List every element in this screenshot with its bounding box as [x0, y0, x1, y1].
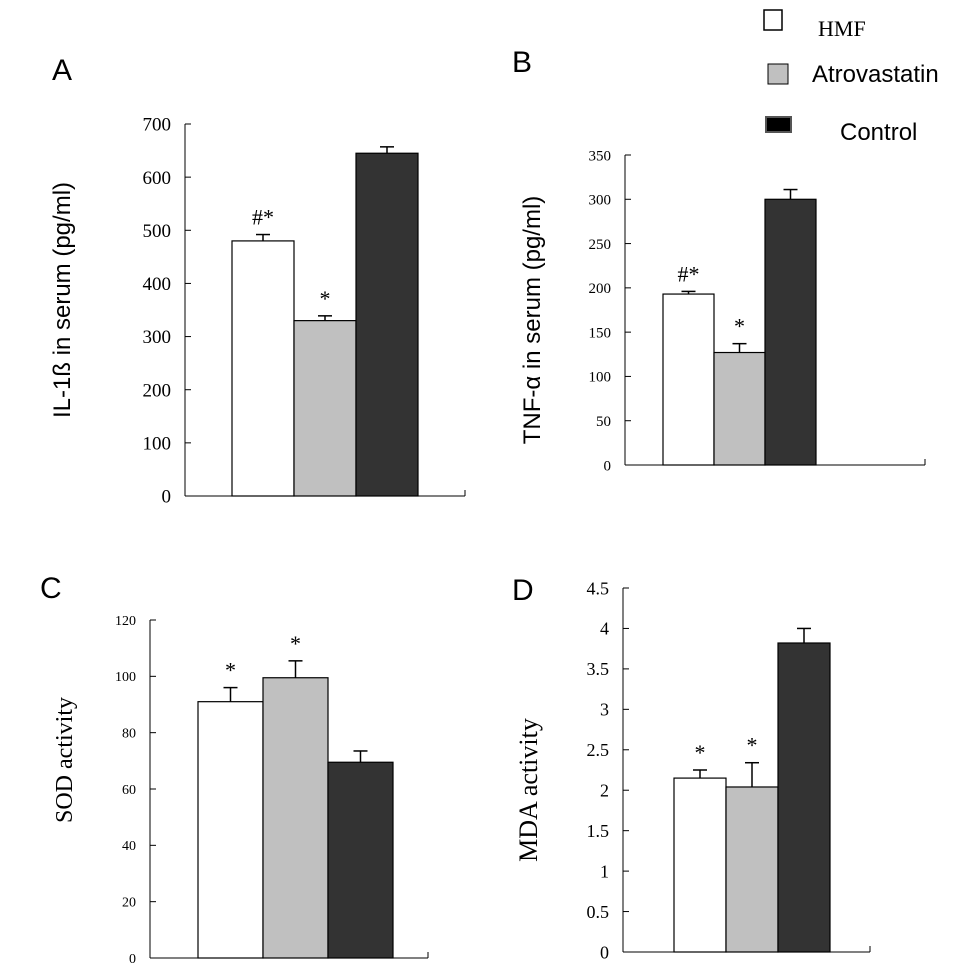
panel-a: A IL-1ß in serum (pg/ml) 0 100 200 300 400 500 6…: [49, 54, 466, 508]
significance-label: #*: [678, 261, 700, 286]
y-tick-label: 100: [589, 370, 612, 386]
bar-atrovastatin: [725, 786, 779, 953]
y-tick-label: 3.5: [587, 659, 610, 679]
bar-hmf: [673, 777, 727, 953]
y-tick-label: 300: [589, 193, 612, 209]
y-tick-label: 4.5: [587, 578, 610, 598]
y-axis-label: TNF-α in serum (pg/ml): [519, 196, 546, 445]
bar-atrovastatin: [713, 351, 766, 466]
panel-letter: B: [512, 46, 532, 79]
bar-control: [764, 198, 817, 466]
y-tick-label: 60: [122, 783, 136, 798]
y-axis-label: IL-1ß in serum (pg/ml): [49, 182, 76, 418]
y-tick-label: 200: [143, 380, 172, 401]
y-tick-label: 0: [600, 942, 609, 962]
y-tick-label: 0.5: [587, 902, 610, 922]
y-tick-label: 120: [115, 614, 136, 629]
legend-label: Atrovastatin: [812, 61, 939, 88]
legend-swatch: [765, 116, 792, 133]
significance-label: #*: [252, 205, 274, 230]
y-tick-label: 350: [589, 148, 612, 164]
panel-c: C SOD activity 0 20 40 60 80 100 120 * *: [40, 572, 429, 967]
y-tick-label: 2.5: [587, 740, 610, 760]
significance-label: *: [290, 631, 301, 656]
y-tick-label: 300: [143, 327, 172, 348]
panel-letter: D: [512, 574, 534, 607]
y-tick-label: 80: [122, 727, 136, 742]
y-tick-label: 50: [596, 414, 611, 430]
y-tick-label: 600: [143, 168, 172, 189]
legend-swatch: [767, 63, 789, 85]
legend-item-atrovastatin: Atrovastatin: [767, 61, 939, 88]
y-tick-label: 1: [600, 861, 609, 881]
bar-atrovastatin: [293, 320, 357, 497]
y-tick-label: 100: [115, 670, 136, 685]
legend-label: Control: [840, 119, 917, 146]
panel-d: D MDA activity 0 0.5 1 1.5 2 2.5 3 3.5 4 4.5 * *: [512, 574, 871, 962]
chart-panels: AIL-1ß in serum (pg/ml)01002003004005006…: [40, 46, 926, 967]
y-tick-label: 200: [589, 281, 612, 297]
bar-control: [777, 642, 831, 953]
legend-item-control: Control: [765, 116, 917, 146]
significance-label: *: [747, 733, 758, 758]
significance-label: *: [320, 286, 331, 311]
y-tick-label: 3: [600, 700, 609, 720]
y-tick-label: 4: [600, 619, 609, 639]
y-tick-label: 250: [589, 237, 612, 253]
bar-atrovastatin: [262, 677, 329, 959]
significance-label: *: [695, 740, 706, 765]
panel-b: B TNF-α in serum (pg/ml) 0 50 100 150 200 250 30…: [512, 46, 926, 474]
bar-control: [327, 761, 394, 959]
legend: HMF Atrovastatin Control: [763, 9, 939, 146]
y-tick-label: 1.5: [587, 821, 610, 841]
y-axis-label: MDA activity: [514, 718, 543, 862]
panel-letter: C: [40, 572, 62, 605]
y-tick-label: 20: [122, 896, 136, 911]
bar-hmf: [197, 701, 264, 959]
significance-label: *: [225, 658, 236, 683]
legend-swatch: [763, 9, 783, 31]
y-tick-label: 2: [600, 781, 609, 801]
y-tick-label: 150: [589, 325, 612, 341]
legend-label: HMF: [818, 16, 866, 41]
y-tick-label: 0: [604, 458, 612, 474]
y-tick-label: 500: [143, 221, 172, 242]
y-axis-label: SOD activity: [52, 697, 78, 823]
y-tick-label: 100: [143, 434, 172, 455]
bar-hmf: [231, 240, 295, 497]
bar-hmf: [662, 293, 715, 466]
panel-letter: A: [52, 54, 72, 87]
significance-label: *: [734, 314, 745, 339]
y-tick-label: 0: [162, 487, 172, 508]
y-tick-label: 0: [129, 952, 136, 967]
y-tick-label: 40: [122, 839, 136, 854]
legend-item-hmf: HMF: [763, 9, 866, 41]
y-tick-label: 700: [143, 115, 172, 136]
bar-control: [355, 152, 419, 497]
y-tick-label: 400: [143, 274, 172, 295]
